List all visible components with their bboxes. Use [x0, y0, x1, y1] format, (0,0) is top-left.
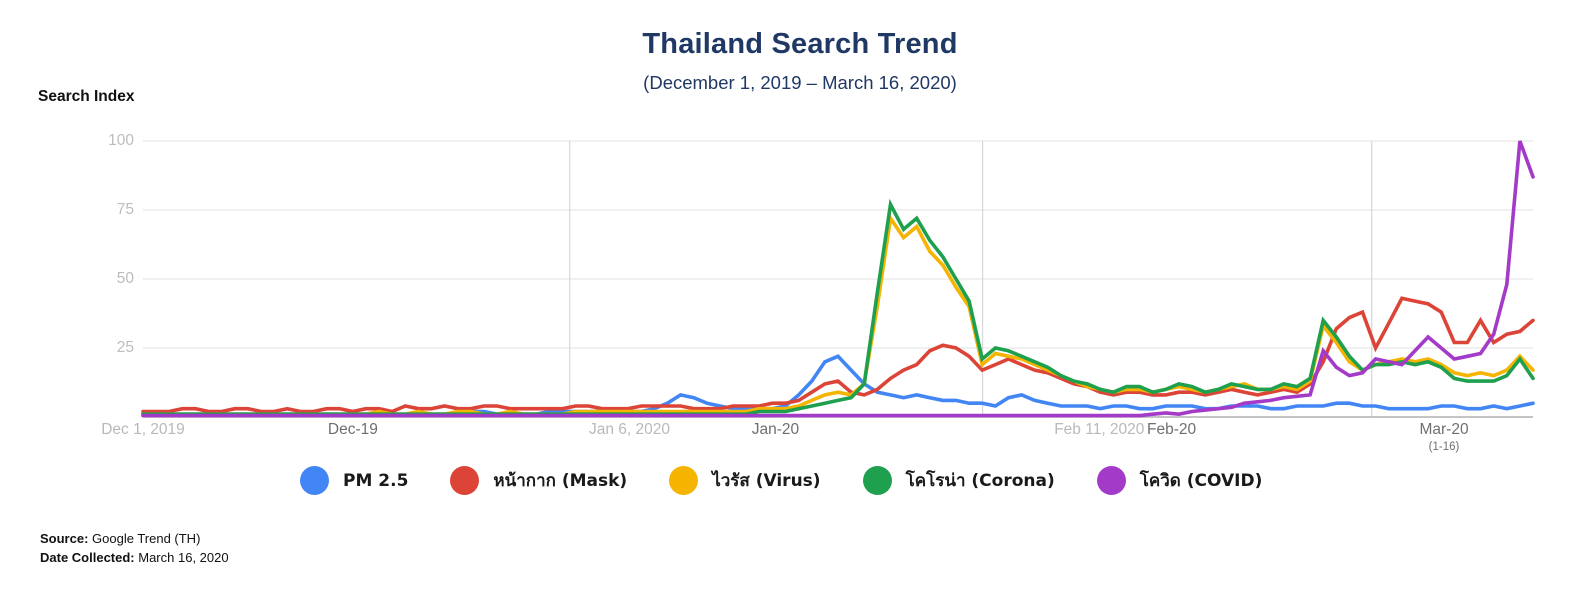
x-tick-label-Feb-11-2020: Feb 11, 2020 [1054, 421, 1145, 438]
series-line-PM-2.5 [141, 354, 1535, 416]
y-tick-label-25: 25 [116, 339, 134, 356]
legend-item-PM-2.5: PM 2.5 [300, 466, 408, 495]
x-tick-label-Mar-20: Mar-20 (1-16) [1419, 421, 1469, 453]
legend-swatch-icon [1096, 466, 1126, 495]
date-collected-value: March 16, 2020 [134, 550, 229, 565]
legend-item--Corona-: โคโรน่า (Corona) [862, 466, 1055, 495]
series-line--Virus- [141, 213, 1535, 416]
legend: PM 2.5 หน้ากาก (Mask) ไวรัส (Virus) โคโรน่า… [300, 466, 1262, 495]
legend-label: โคโรน่า (Corona) [905, 471, 1055, 491]
source-value: Google Trend (TH) [88, 531, 201, 546]
y-tick-label-75: 75 [116, 201, 134, 218]
x-tick-label-Feb-20: Feb-20 [1147, 421, 1197, 438]
source-label: Source: [40, 531, 89, 546]
legend-item--Mask-: หน้ากาก (Mask) [450, 466, 627, 495]
y-axis-title: Search Index [38, 88, 135, 105]
y-tick-label-100: 100 [108, 132, 134, 149]
legend-swatch-icon [450, 466, 480, 495]
legend-label: โควิด (COVID) [1139, 471, 1263, 491]
source-line: Source: Google Trend (TH) [40, 529, 229, 548]
legend-label: หน้ากาก (Mask) [493, 471, 628, 491]
legend-swatch-icon [669, 466, 699, 495]
chart-title: Thailand Search Trend [642, 28, 958, 60]
legend-swatch-icon [300, 466, 329, 495]
legend-item--COVID-: โควิด (COVID) [1096, 466, 1263, 495]
x-tick-sublabel: (1-16) [1428, 441, 1460, 453]
footer: Source: Google Trend (TH) Date Collected… [40, 529, 229, 567]
legend-label: ไวรัส (Virus) [712, 471, 821, 491]
date-collected-label: Date Collected: [40, 550, 135, 565]
chart-area [141, 140, 1535, 418]
x-tick-label-Dec-19: Dec-19 [327, 421, 378, 438]
legend-swatch-icon [862, 466, 892, 495]
legend-item--Virus-: ไวรัส (Virus) [669, 466, 821, 495]
chart-subtitle: (December 1, 2019 – March 16, 2020) [643, 72, 957, 93]
date-collected-line: Date Collected: March 16, 2020 [40, 548, 229, 567]
chart-svg [141, 140, 1535, 418]
series-line--Mask- [141, 296, 1535, 414]
x-tick-label-Dec-1-2019: Dec 1, 2019 [101, 421, 185, 438]
x-tick-label-Jan-6-2020: Jan 6, 2020 [588, 421, 671, 438]
y-tick-label-50: 50 [116, 270, 134, 287]
legend-label: PM 2.5 [343, 470, 409, 491]
x-tick-label-Jan-20: Jan-20 [751, 421, 800, 438]
series-line--COVID- [141, 140, 1535, 418]
